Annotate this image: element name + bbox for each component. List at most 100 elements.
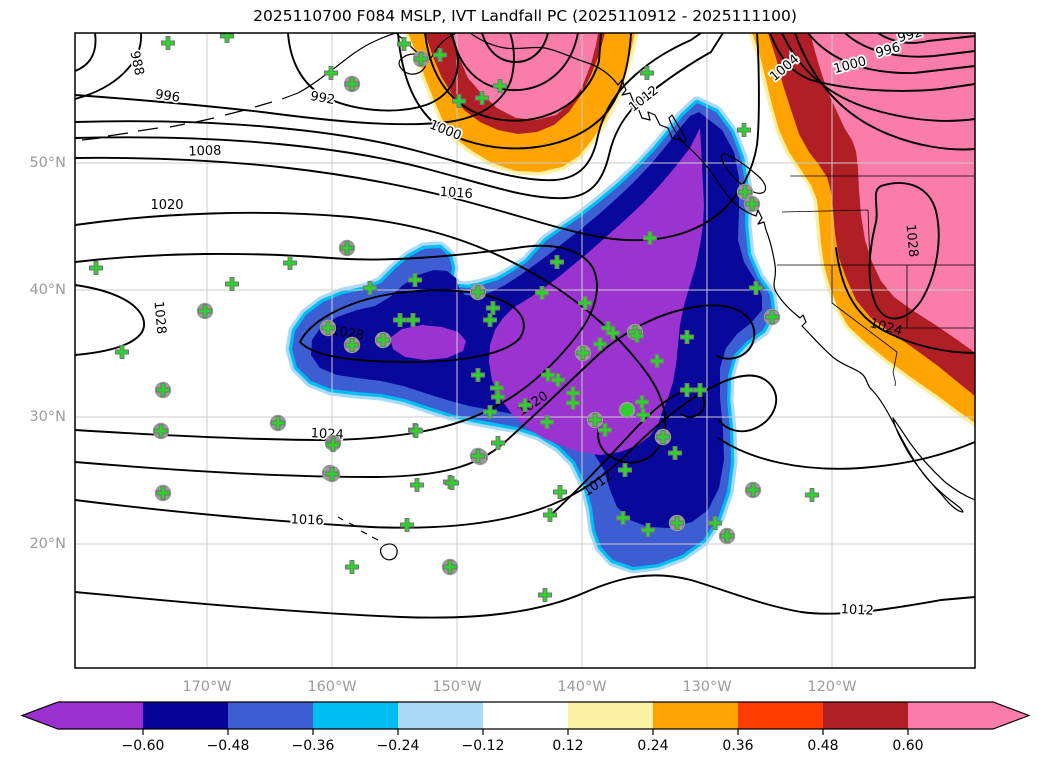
contour-label: 1020 <box>150 198 183 213</box>
landfall-marker <box>565 395 581 411</box>
colorbar-segment <box>483 702 568 729</box>
landfall-marker <box>482 404 498 420</box>
y-tick-label: 50°N <box>29 155 66 171</box>
pressure-contour <box>552 390 706 514</box>
x-tick-label: 120°W <box>807 679 856 695</box>
colorbar-extend-right <box>993 702 1029 729</box>
colorbar-tick-label: 0.24 <box>637 738 668 754</box>
colorbar-segment <box>908 702 993 729</box>
landfall-marker <box>597 422 613 438</box>
landfall-marker <box>679 382 695 398</box>
landfall-marker <box>482 312 498 328</box>
contour-label: 996 <box>154 87 181 105</box>
landfall-marker <box>219 33 235 44</box>
mslp-contours <box>75 33 975 619</box>
landfall-marker <box>375 332 391 348</box>
landfall-marker <box>679 329 695 345</box>
landfall-marker <box>320 320 336 336</box>
landfall-marker <box>224 276 240 292</box>
landfall-marker <box>719 528 735 544</box>
landfall-marker <box>537 587 553 603</box>
colorbar-segment <box>313 702 398 729</box>
colorbar-segment <box>228 702 313 729</box>
landfall-marker <box>587 412 603 428</box>
pressure-contour <box>75 33 724 200</box>
landfall-marker <box>517 397 533 413</box>
chart-title: 2025110700 F084 MSLP, IVT Landfall PC (2… <box>253 7 797 25</box>
colorbar-outline <box>20 701 1031 730</box>
landfall-marker <box>745 482 761 498</box>
pressure-contour <box>75 33 97 72</box>
landfall-marker <box>617 462 633 478</box>
landfall-marker <box>649 353 665 369</box>
landfall-marker <box>432 47 448 63</box>
x-tick-label: 140°W <box>557 679 606 695</box>
landfall-marker <box>153 423 169 439</box>
landfall-marker <box>577 295 593 311</box>
landfall-markers <box>88 33 820 603</box>
contour-label: 1008 <box>188 143 222 159</box>
pressure-contour <box>451 33 579 91</box>
landfall-marker <box>392 312 408 328</box>
pressure-contour <box>481 33 549 63</box>
landfall-marker-dot <box>618 401 636 419</box>
pressure-contour <box>717 437 975 470</box>
coastline <box>398 53 427 75</box>
coastline <box>337 516 398 561</box>
landfall-marker <box>575 345 591 361</box>
x-tick-label: 160°W <box>307 679 356 695</box>
landfall-marker <box>197 303 213 319</box>
map-frame <box>74 32 976 669</box>
landfall-marker <box>744 196 760 212</box>
colorbar: −0.60 −0.48 −0.36 −0.24 −0.12 0.12 0.24 0.36 0.4… <box>20 701 1031 754</box>
colorbar-tick-label: −0.60 <box>122 738 165 754</box>
graticule <box>75 33 975 668</box>
contour-label: 1028 <box>903 224 921 258</box>
landfall-marker <box>692 382 708 398</box>
pressure-contour <box>424 33 602 122</box>
landfall-marker <box>550 372 566 388</box>
landfall-marker <box>642 230 658 246</box>
landfall-marker <box>490 435 506 451</box>
ivt-pc-negative-purple-west <box>390 325 466 360</box>
landfall-marker <box>635 407 651 423</box>
landfall-marker <box>490 389 506 405</box>
landfall-marker <box>470 367 486 383</box>
x-tick-label: 170°W <box>182 679 231 695</box>
landfall-marker <box>323 65 339 81</box>
landfall-marker <box>324 466 340 482</box>
colorbar-segment <box>58 702 143 729</box>
pressure-contour <box>794 33 975 151</box>
colorbar-tick-label: −0.12 <box>462 738 505 754</box>
y-tick-label: 40°N <box>29 282 66 298</box>
landfall-marker <box>413 51 429 67</box>
landfall-marker <box>470 448 486 464</box>
landfall-marker <box>270 415 286 431</box>
colorbar-tick-label: −0.24 <box>377 738 420 754</box>
colorbar-segment <box>143 702 228 729</box>
colorbar-extend-left <box>22 702 58 729</box>
landfall-marker <box>764 309 780 325</box>
landfall-marker <box>405 312 421 328</box>
pressure-contour <box>835 247 975 354</box>
landfall-marker <box>736 122 752 138</box>
landfall-marker <box>474 90 490 106</box>
pressure-contour <box>75 574 975 619</box>
landfall-marker <box>669 515 685 531</box>
contour-label: 1016 <box>439 185 473 202</box>
coastline <box>297 33 397 94</box>
contour-label: 1012 <box>840 602 874 619</box>
pressure-contour <box>75 33 142 100</box>
landfall-marker <box>552 484 568 500</box>
landfall-marker <box>399 517 415 533</box>
pressure-contour <box>75 304 756 478</box>
landfall-marker <box>155 382 171 398</box>
colorbar-tick-label: 0.48 <box>807 738 838 754</box>
pressure-contour <box>807 33 975 74</box>
pressure-contour <box>781 33 975 122</box>
landfall-marker <box>409 477 425 493</box>
coastline <box>668 114 687 143</box>
colorbar-segment <box>823 702 908 729</box>
pressure-contour <box>877 33 975 44</box>
